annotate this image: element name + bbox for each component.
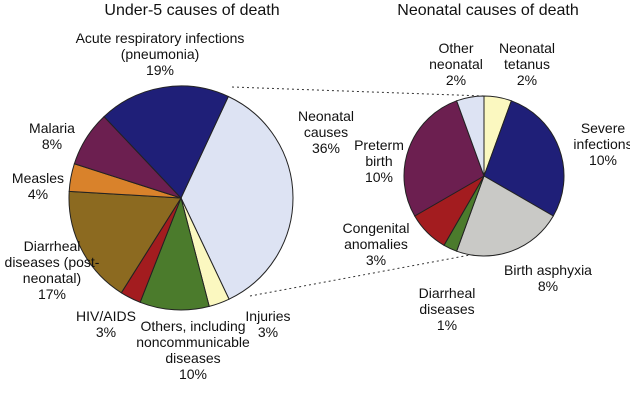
value-label: 17%	[37, 286, 67, 302]
category-name: Acute respiratory infections (pneumonia)	[75, 30, 245, 62]
slice-label: Injuries 3%	[238, 308, 298, 340]
value-label: 10%	[178, 366, 208, 382]
value-label: 2%	[516, 72, 538, 88]
value-label: 10%	[364, 169, 394, 185]
slice-label: HIV/AIDS 3%	[71, 308, 141, 340]
category-name: HIV/AIDS	[76, 308, 136, 324]
chart-title: Under-5 causes of death	[104, 2, 280, 19]
value-label: 4%	[27, 186, 49, 202]
pie-slice	[103, 85, 229, 199]
slice-label: Diarrheal diseases 1%	[407, 285, 487, 333]
value-label: 8%	[41, 136, 63, 152]
value-label: 10%	[588, 152, 618, 168]
slice-label: Neonatal causes 36%	[291, 108, 361, 156]
slice-label: Malaria 8%	[17, 120, 87, 152]
slice-label: Measles 4%	[3, 170, 73, 202]
category-name: Preterm birth	[354, 137, 404, 169]
value-label: 3%	[95, 324, 117, 340]
pie-slice	[455, 95, 485, 177]
category-name: Others, including noncommunicable diseas…	[136, 318, 250, 366]
value-label: 3%	[257, 324, 279, 340]
value-label: 1%	[436, 317, 458, 333]
slice-label: Neonatal tetanus 2%	[492, 40, 562, 88]
slice-label: Preterm birth 10%	[349, 137, 409, 185]
chart-title: Neonatal causes of death	[397, 2, 579, 19]
slice-label: Other neonatal 2%	[421, 40, 491, 88]
value-label: 2%	[445, 72, 467, 88]
category-name: Severe infections	[573, 120, 630, 152]
category-name: Neonatal causes	[297, 108, 355, 140]
value-label: 8%	[537, 278, 559, 294]
category-name: Birth asphyxia	[504, 262, 592, 278]
slice-label: Acute respiratory infections (pneumonia)…	[70, 30, 250, 78]
category-name: Measles	[11, 170, 65, 186]
category-name: Injuries	[245, 308, 291, 324]
category-name: Malaria	[29, 120, 75, 136]
slice-label: Others, including noncommunicable diseas…	[123, 318, 263, 382]
slice-label: Diarrheal diseases (post-neonatal) 17%	[0, 238, 107, 302]
value-label: 19%	[145, 62, 175, 78]
slice-label: Severe infections 10%	[563, 120, 630, 168]
connector-line	[249, 254, 471, 297]
category-name: Congenital anomalies	[342, 220, 410, 252]
value-label: 3%	[365, 252, 387, 268]
slice-label: Congenital anomalies 3%	[326, 220, 426, 268]
connector-line	[231, 86, 485, 97]
slice-label: Birth asphyxia 8%	[493, 262, 603, 294]
pie-slice	[403, 100, 485, 217]
category-name: Diarrheal diseases	[418, 285, 476, 317]
category-name: Diarrheal diseases (post-neonatal)	[4, 238, 100, 286]
pie-slice	[180, 95, 294, 300]
pie-slice	[68, 190, 182, 294]
category-name: Other neonatal	[429, 40, 483, 72]
value-label: 36%	[311, 140, 341, 156]
category-name: Neonatal tetanus	[498, 40, 556, 72]
pie-slice	[455, 175, 554, 257]
